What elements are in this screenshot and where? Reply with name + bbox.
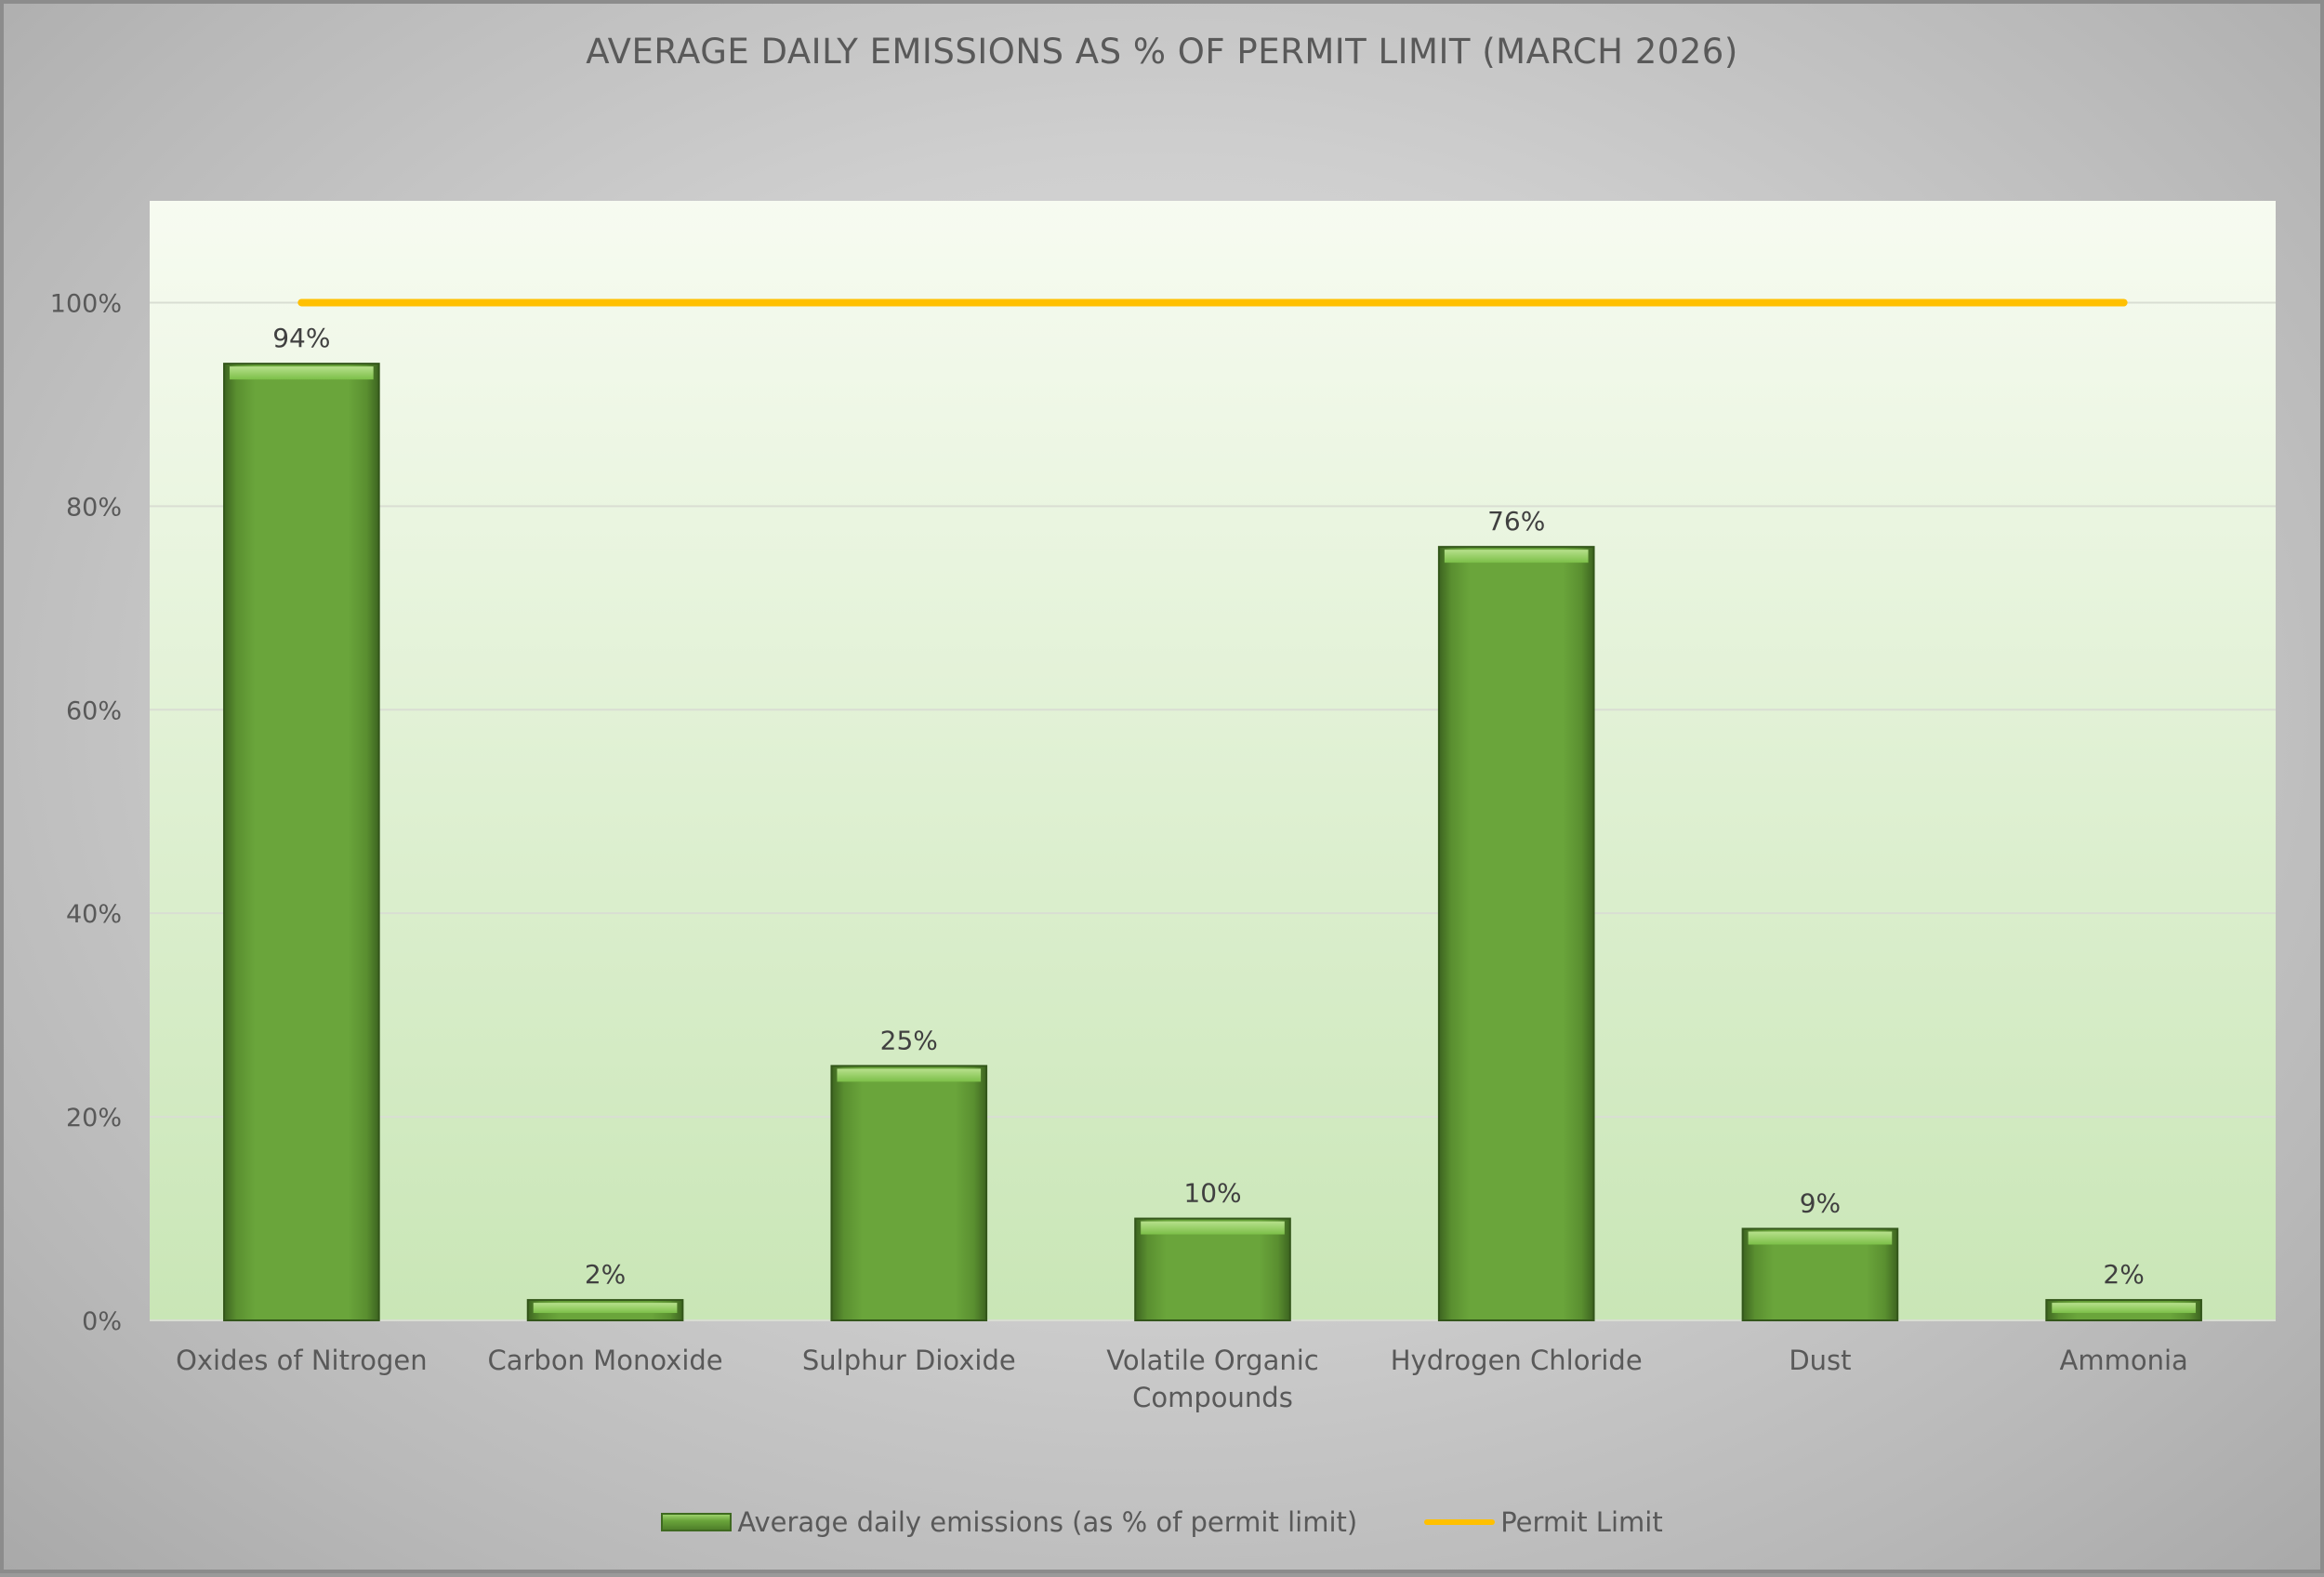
plot-background [150,201,2276,1320]
legend-item-emissions: Average daily emissions (as % of permit … [661,1506,1357,1538]
legend-swatch-emissions [661,1513,733,1531]
bar [830,1065,988,1321]
x-tick-label: Dust [1789,1345,1851,1376]
data-label: 2% [585,1259,626,1290]
legend-swatch-permit-limit [1424,1519,1496,1525]
bar-body [1437,546,1595,1321]
bar-body [1134,1217,1291,1321]
y-tick-label: 100% [50,289,122,318]
bar-highlight [230,366,374,380]
bar [223,363,380,1321]
legend-label-emissions: Average daily emissions (as % of permit … [737,1506,1358,1538]
bar [2045,1299,2202,1322]
bar [1741,1227,1899,1322]
x-tick-label: Sulphur Dioxide [802,1345,1016,1376]
bar-body [830,1065,988,1321]
x-tick-label: Hydrogen Chloride [1391,1345,1643,1376]
data-label: 76% [1487,506,1545,537]
bar [1437,546,1595,1321]
y-tick-label: 0% [82,1307,122,1336]
y-tick-label: 80% [66,493,122,522]
y-tick-label: 40% [66,900,122,929]
y-tick-label: 20% [66,1104,122,1133]
data-label: 9% [1800,1187,1841,1218]
legend-item-permit-limit: Permit Limit [1424,1506,1663,1538]
bar-highlight [837,1068,982,1082]
legend-label-permit-limit: Permit Limit [1500,1506,1663,1538]
bar [526,1299,684,1322]
plot-area: 0% 20% 40% 60% 80% 100% 94% 2% 25% 10% 76% 9% 2% Oxi… [50,201,2276,1413]
bar-highlight [1444,550,1589,563]
x-tick-label: Volatile Organic Compounds [1106,1345,1319,1413]
data-label: 10% [1183,1178,1241,1209]
data-label: 2% [2103,1259,2144,1290]
bar-highlight [1141,1221,1285,1235]
legend: Average daily emissions (as % of permit … [4,1506,2320,1538]
bar-highlight [533,1303,678,1314]
x-tick-label: Carbon Monoxide [487,1345,722,1376]
x-tick-label: Ammonia [2059,1345,2187,1376]
x-tick-label: Oxides of Nitrogen [176,1345,428,1376]
bar [1134,1217,1291,1321]
bar-highlight [2052,1303,2196,1314]
bar-highlight [1748,1231,1893,1245]
data-label: 25% [880,1025,938,1055]
bar-body [223,363,380,1321]
y-tick-label: 60% [66,696,122,725]
chart-title: AVERAGE DAILY EMISSIONS AS % OF PERMIT L… [586,32,1738,72]
data-label: 94% [272,323,330,353]
